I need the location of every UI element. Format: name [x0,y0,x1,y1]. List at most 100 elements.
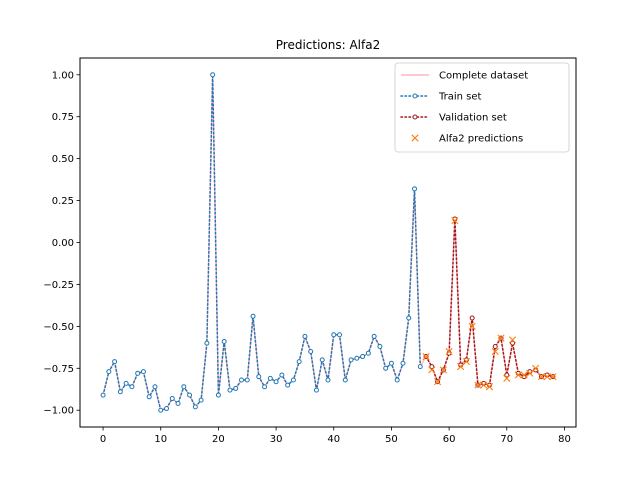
data-point [520,371,528,379]
data-point [433,378,442,386]
x-tick-label: 30 [270,434,283,445]
data-point [360,354,366,360]
data-point [262,384,268,390]
data-point [100,392,106,398]
data-point [543,373,551,381]
legend-item-train-set: Train set [400,92,482,103]
data-point [526,369,534,377]
data-point [267,375,273,381]
data-point [192,404,198,410]
data-point [123,380,129,386]
data-point [485,383,494,391]
legend-label: Alfa2 predictions [439,134,523,145]
data-point [325,377,331,383]
series-alfa2-predictions [422,217,557,391]
data-point [296,359,302,365]
legend-item-complete-dataset: Complete dataset [401,71,528,82]
data-point [469,315,475,321]
y-tick-label: 0.25 [52,196,74,207]
data-point [215,392,221,398]
data-point [319,357,325,363]
data-point [480,381,488,389]
data-point [227,387,233,393]
data-point [354,355,360,361]
x-tick-label: 70 [500,434,513,445]
data-point [331,332,337,338]
data-point [135,370,141,376]
legend-item-validation-set: Validation set [400,113,507,124]
data-point [112,359,118,365]
data-point [462,357,471,366]
y-tick-label: −0.25 [43,280,74,291]
legend-marker [412,93,418,99]
data-point [175,401,181,407]
data-point [348,357,354,363]
data-point [169,395,175,401]
data-point [106,369,112,375]
data-point [164,406,170,412]
data-point [279,372,285,378]
data-point [412,186,418,192]
plot-series [100,72,557,413]
data-point [152,384,158,390]
data-point [158,407,164,413]
legend-marker [411,134,419,142]
data-point [468,322,476,330]
data-point [204,340,210,346]
x-tick-label: 10 [154,434,167,445]
data-point [290,377,296,383]
legend: Complete dataset Train set Validation set A… [394,62,570,153]
data-point [187,392,193,398]
data-point [388,360,394,366]
data-point [238,377,244,383]
data-point [244,377,250,383]
legend-marker [412,114,418,120]
data-point [273,379,279,385]
data-point [198,397,204,403]
data-point [510,340,516,346]
y-tick-label: 1.00 [52,70,74,81]
data-point [503,374,511,382]
legend-label: Train set [438,92,482,103]
x-tick-label: 0 [100,434,106,445]
data-point [457,363,465,371]
data-point [537,373,545,381]
x-tick-label: 40 [327,434,340,445]
y-axis: −1.00 −0.75 −0.50 −0.25 0.00 0.25 0.50 0.75 1.00 [43,70,80,417]
data-point [439,366,447,374]
data-point [302,333,308,339]
data-point [422,352,430,361]
data-point [337,332,343,338]
data-point [285,382,291,388]
data-point [117,389,123,395]
y-tick-label: −0.50 [43,322,74,333]
data-point [233,385,239,391]
data-point [129,384,135,390]
data-point [508,336,517,344]
data-point [445,347,453,356]
data-point [146,394,152,400]
data-point [400,360,406,366]
series-train-set [100,72,423,413]
data-point [371,333,377,339]
data-point [406,315,412,321]
data-point [492,343,498,349]
legend-label: Complete dataset [439,71,528,82]
data-point [342,377,348,383]
data-point [313,387,319,393]
data-point [377,343,383,349]
y-tick-label: −1.00 [43,406,74,417]
data-point [250,313,256,319]
x-tick-label: 60 [443,434,456,445]
data-point [514,371,522,379]
data-point [140,369,146,375]
data-point [308,349,314,355]
data-point [549,373,557,381]
data-point [181,384,187,390]
data-point [491,347,499,356]
y-tick-label: −0.75 [43,364,74,375]
y-tick-label: 0.00 [52,238,74,249]
data-point [504,372,510,378]
legend-label: Validation set [439,113,507,124]
data-point [497,334,505,342]
